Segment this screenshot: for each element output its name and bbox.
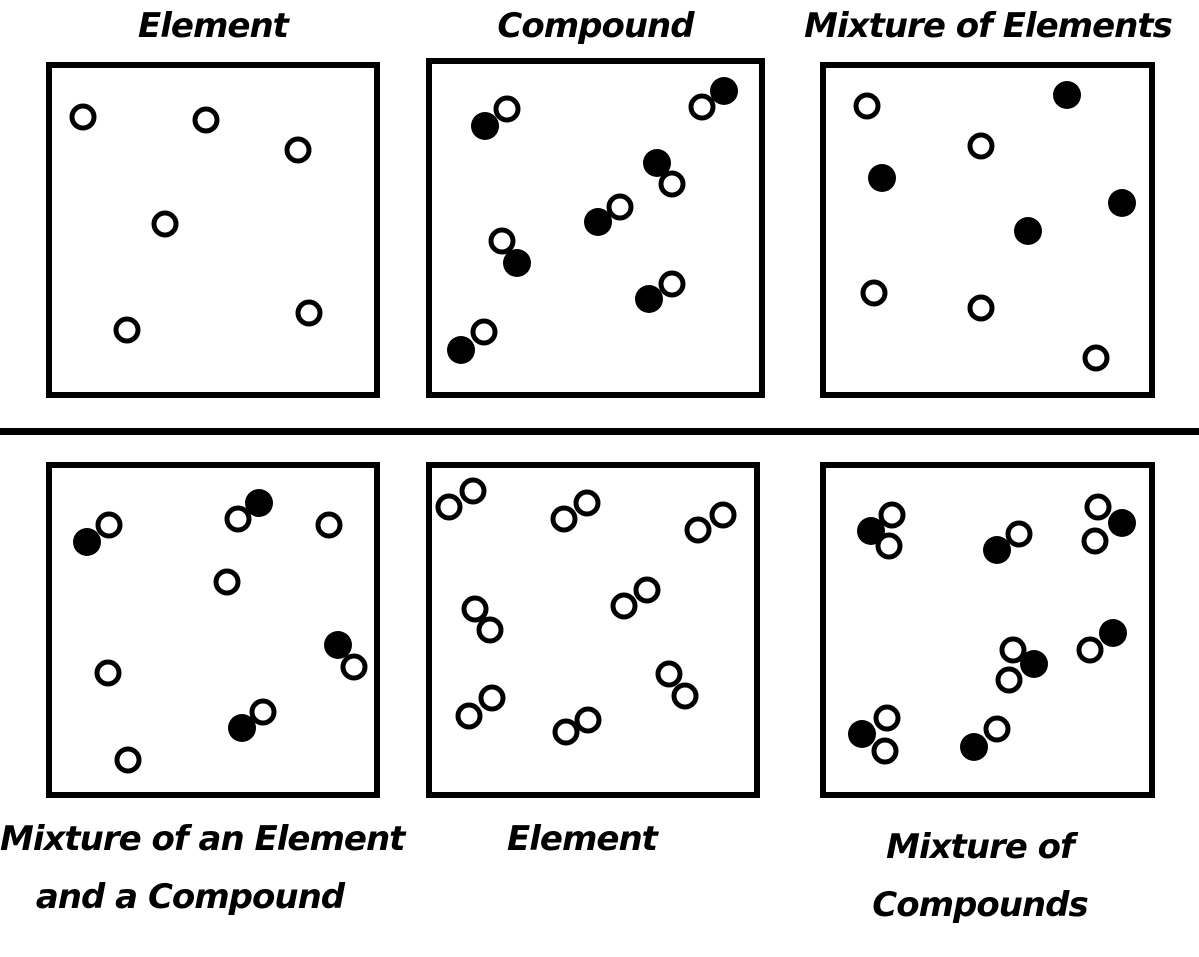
particle-box-compound bbox=[426, 58, 765, 398]
label-line: Compounds bbox=[872, 885, 1088, 925]
particle-box-mixture-of-elements bbox=[820, 62, 1155, 398]
panel-label-mixture-element-and-compound: Mixture of an Element and a Compound bbox=[0, 810, 405, 926]
label-line: Mixture of an Element bbox=[0, 819, 405, 859]
panel-label-mixture-of-compounds: Mixture of Compounds bbox=[800, 818, 1160, 934]
label-line: Mixture of bbox=[886, 827, 1075, 867]
particle-box-element-diatomic bbox=[426, 462, 760, 798]
label-line: Element bbox=[507, 819, 658, 859]
particle-box-mixture-of-compounds bbox=[820, 462, 1155, 798]
particle-box-mixture-element-and-compound bbox=[46, 462, 380, 798]
panel-title-compound: Compound bbox=[497, 6, 694, 46]
particle-box-element-monatomic bbox=[46, 62, 380, 398]
panel-label-element-diatomic: Element bbox=[415, 810, 749, 868]
panel-title-element-monatomic: Element bbox=[138, 6, 289, 46]
row-separator-line bbox=[0, 428, 1199, 435]
label-line: and a Compound bbox=[35, 877, 345, 917]
panel-title-mixture-of-elements: Mixture of Elements bbox=[804, 6, 1173, 46]
